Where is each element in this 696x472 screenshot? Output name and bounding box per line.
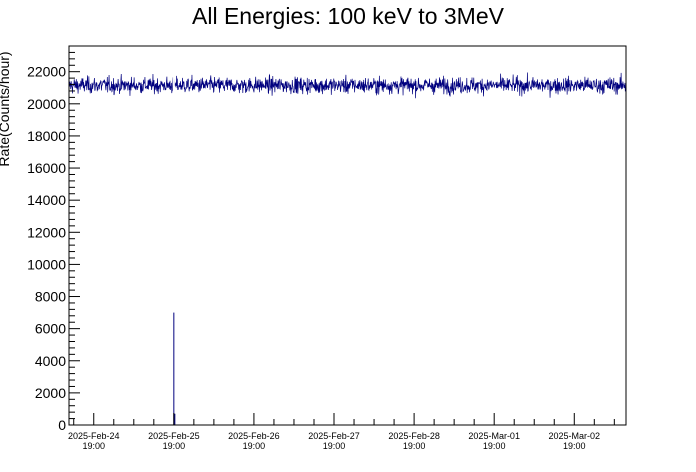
series-line (68, 72, 627, 99)
x-tick-label-date: 2025-Feb-24 (68, 431, 120, 441)
y-tick-label: 6000 (35, 321, 66, 337)
x-tick-label-time: 19:00 (163, 441, 186, 451)
x-tick-label-time: 19:00 (483, 441, 506, 451)
x-tick-label-time: 19:00 (243, 441, 266, 451)
x-axis: 2025-Feb-2419:002025-Feb-2519:002025-Feb… (68, 413, 615, 451)
x-tick-label-date: 2025-Mar-01 (468, 431, 520, 441)
y-tick-label: 16000 (27, 160, 66, 176)
y-tick-label: 8000 (35, 289, 66, 305)
x-tick-label-date: 2025-Feb-25 (148, 431, 200, 441)
x-tick-label-date: 2025-Feb-26 (228, 431, 280, 441)
y-tick-label: 10000 (27, 256, 66, 272)
y-tick-label: 12000 (27, 224, 66, 240)
y-tick-label: 4000 (35, 353, 66, 369)
series-layer (68, 47, 627, 425)
anomaly-gap (173, 47, 175, 117)
y-axis-label: Rate(Counts/hour) (0, 51, 12, 166)
x-tick-label-date: 2025-Feb-28 (388, 431, 440, 441)
y-tick-label: 2000 (35, 385, 66, 401)
plot-frame (68, 45, 627, 426)
x-tick-label-date: 2025-Mar-02 (549, 431, 601, 441)
x-tick-label-time: 19:00 (403, 441, 426, 451)
y-tick-label: 20000 (27, 96, 66, 112)
y-tick-label: 0 (58, 417, 66, 433)
y-tick-label: 22000 (27, 64, 66, 80)
chart-title: All Energies: 100 keV to 3MeV (192, 3, 505, 29)
x-tick-label-time: 19:00 (323, 441, 346, 451)
y-axis: 0 2000 4000 6000 8000 10000 12000 14000 16000 180… (27, 45, 80, 433)
y-tick-label: 18000 (27, 128, 66, 144)
x-tick-label-time: 19:00 (82, 441, 105, 451)
y-tick-label: 14000 (27, 192, 66, 208)
x-tick-label-time: 19:00 (563, 441, 586, 451)
x-tick-label-date: 2025-Feb-27 (308, 431, 360, 441)
